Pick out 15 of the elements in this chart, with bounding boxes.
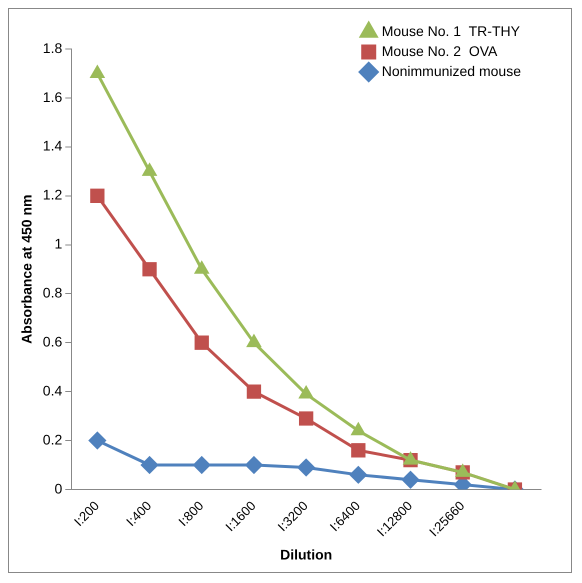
y-axis-title: Absorbance at 450 nm: [18, 194, 34, 344]
y-tick-label: 1: [54, 236, 62, 252]
legend-label: Nonimmunized mouse: [382, 62, 522, 79]
y-tick-label: 0.4: [42, 382, 62, 398]
y-tick-label: 1.8: [42, 40, 62, 56]
y-tick-label: 0.2: [42, 431, 62, 448]
y-tick-label: 0.6: [42, 334, 62, 350]
legend-label: Mouse No. 2 OVA: [382, 42, 498, 59]
y-tick-label: 1.2: [42, 186, 62, 203]
y-tick-label: 1.4: [42, 138, 62, 154]
x-axis-title: Dilution: [280, 546, 332, 562]
y-tick-label: 1.6: [42, 88, 62, 105]
y-tick-label: 0.8: [42, 284, 62, 301]
y-tick-label: 0: [54, 480, 62, 496]
legend-label: Mouse No. 1 TR-THY: [382, 22, 521, 39]
